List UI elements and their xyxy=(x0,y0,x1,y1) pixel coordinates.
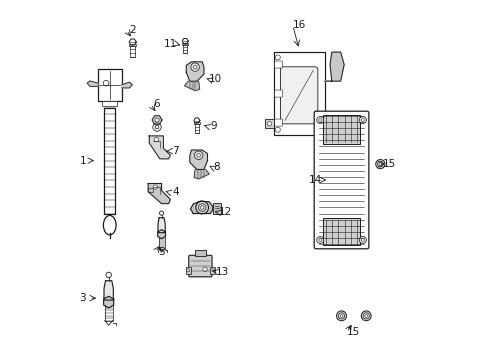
Text: 6: 6 xyxy=(153,99,160,109)
Circle shape xyxy=(198,204,205,211)
Polygon shape xyxy=(148,184,170,204)
Text: 4: 4 xyxy=(172,187,179,197)
Polygon shape xyxy=(190,201,212,213)
Circle shape xyxy=(193,65,197,69)
Circle shape xyxy=(375,159,384,169)
Bar xyxy=(148,188,153,192)
Circle shape xyxy=(106,272,111,278)
Circle shape xyxy=(361,311,370,321)
Circle shape xyxy=(275,127,280,132)
Circle shape xyxy=(377,161,383,167)
FancyBboxPatch shape xyxy=(98,69,122,100)
Polygon shape xyxy=(157,230,165,239)
Circle shape xyxy=(318,239,321,242)
FancyBboxPatch shape xyxy=(188,255,212,277)
Bar xyxy=(193,122,200,124)
Circle shape xyxy=(194,151,203,159)
Circle shape xyxy=(103,80,109,86)
Bar xyxy=(323,115,359,144)
Circle shape xyxy=(363,313,368,319)
Text: 10: 10 xyxy=(208,75,222,85)
Text: 13: 13 xyxy=(216,267,229,277)
Circle shape xyxy=(359,117,366,123)
Polygon shape xyxy=(324,52,344,81)
Text: 15: 15 xyxy=(346,327,359,337)
Circle shape xyxy=(316,117,323,123)
Circle shape xyxy=(195,201,208,214)
Text: 5: 5 xyxy=(158,247,164,257)
Circle shape xyxy=(152,123,161,131)
Text: 1: 1 xyxy=(80,156,86,166)
Polygon shape xyxy=(189,150,207,170)
Circle shape xyxy=(361,239,364,242)
Circle shape xyxy=(154,137,158,141)
Circle shape xyxy=(340,314,342,317)
Bar xyxy=(323,219,359,245)
Polygon shape xyxy=(152,116,162,124)
Polygon shape xyxy=(158,218,165,233)
FancyBboxPatch shape xyxy=(274,119,282,126)
Text: 2: 2 xyxy=(129,25,136,35)
Bar xyxy=(182,43,188,45)
Text: 15: 15 xyxy=(382,159,395,169)
Bar xyxy=(102,100,117,106)
Text: 11: 11 xyxy=(163,39,177,49)
Bar xyxy=(104,108,115,213)
Polygon shape xyxy=(103,296,114,308)
Circle shape xyxy=(190,63,199,71)
Circle shape xyxy=(338,313,344,319)
Text: 8: 8 xyxy=(213,162,220,172)
Polygon shape xyxy=(87,81,98,86)
Polygon shape xyxy=(194,170,209,179)
Circle shape xyxy=(186,269,189,272)
Circle shape xyxy=(275,55,280,60)
Circle shape xyxy=(153,185,157,189)
Circle shape xyxy=(361,118,364,121)
FancyBboxPatch shape xyxy=(280,67,317,124)
Polygon shape xyxy=(122,82,132,88)
Text: 12: 12 xyxy=(218,207,231,217)
Circle shape xyxy=(359,237,366,243)
Circle shape xyxy=(317,127,323,132)
Circle shape xyxy=(267,122,271,126)
Circle shape xyxy=(316,237,323,243)
Bar xyxy=(129,44,136,46)
Text: 7: 7 xyxy=(172,146,179,156)
Polygon shape xyxy=(149,136,170,159)
Circle shape xyxy=(318,118,321,121)
Bar xyxy=(212,203,220,213)
Circle shape xyxy=(336,311,346,321)
Circle shape xyxy=(378,163,381,165)
Circle shape xyxy=(159,211,163,215)
Text: 9: 9 xyxy=(210,121,217,131)
Polygon shape xyxy=(186,62,203,81)
Bar xyxy=(273,52,324,135)
Circle shape xyxy=(212,269,214,272)
Bar xyxy=(210,267,215,274)
Bar xyxy=(264,119,274,128)
FancyBboxPatch shape xyxy=(313,111,368,249)
Circle shape xyxy=(203,267,207,271)
Circle shape xyxy=(155,118,159,122)
FancyBboxPatch shape xyxy=(274,90,282,97)
Bar xyxy=(194,249,206,256)
FancyBboxPatch shape xyxy=(274,61,282,68)
Text: 3: 3 xyxy=(80,293,86,303)
Text: 14: 14 xyxy=(308,175,321,185)
Circle shape xyxy=(200,206,203,209)
Circle shape xyxy=(197,153,200,157)
Bar xyxy=(185,267,190,274)
Polygon shape xyxy=(104,281,113,300)
Ellipse shape xyxy=(103,215,116,235)
Text: 16: 16 xyxy=(292,21,305,31)
Circle shape xyxy=(155,125,159,129)
Circle shape xyxy=(364,314,367,317)
Polygon shape xyxy=(184,81,199,91)
